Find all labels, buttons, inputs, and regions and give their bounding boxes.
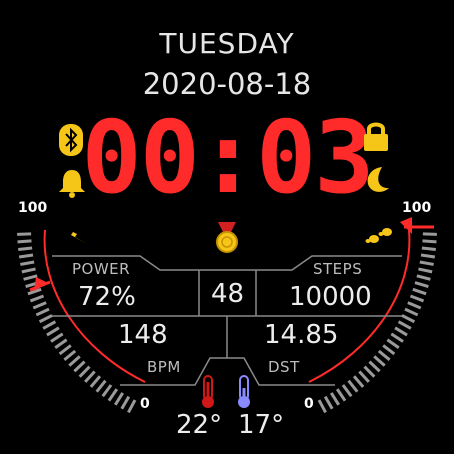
gauge-tick (373, 355, 386, 367)
gauge-tick (54, 338, 68, 349)
power-value[interactable]: 72% (78, 282, 136, 312)
gauge-tick (418, 267, 433, 274)
gauge-tick (347, 379, 359, 393)
gauge-tick (38, 314, 53, 324)
day-of-week: TUESDAY (159, 27, 295, 60)
gauge-tick (73, 360, 86, 373)
gauge-tick (404, 307, 419, 317)
thermometer-cold-icon (238, 375, 250, 408)
gauge-tick (317, 399, 327, 414)
gauge-tick (84, 370, 96, 383)
dst-label: DST (268, 358, 300, 376)
gauge-tick (35, 307, 50, 317)
gauge-tick (401, 314, 416, 324)
gauge-tick (68, 355, 81, 367)
gauge-tick (363, 365, 376, 378)
gauge-tick (352, 375, 365, 388)
steps-value[interactable]: 10000 (289, 282, 372, 312)
gauge-tick (18, 246, 33, 251)
gauge-tick (95, 379, 107, 393)
distance-value[interactable]: 14.85 (264, 320, 339, 350)
gauge-tick (17, 239, 32, 244)
gauge-tick (29, 294, 45, 303)
footsteps-icon (365, 228, 392, 243)
gauge-tick (23, 274, 38, 281)
gauge-tick (394, 326, 408, 337)
gauge-tick (341, 384, 353, 398)
right-gauge-min: 0 (304, 396, 314, 412)
power-label: POWER (72, 260, 131, 278)
gauge-tick (368, 360, 381, 373)
gauge-tick (323, 395, 334, 410)
gauge-tick (78, 365, 91, 378)
temperature-high: 22° (176, 410, 223, 440)
gauge-tick (89, 375, 102, 388)
gauge-tick (127, 399, 137, 414)
gauge-tick (107, 388, 119, 402)
gauge-tick (27, 287, 42, 296)
left-gauge-max: 100 (18, 200, 48, 216)
gauge-tick (419, 260, 434, 266)
gauge-tick (50, 332, 64, 343)
gauge-tick (420, 253, 436, 259)
medal-icon (216, 222, 238, 253)
right-gauge-max: 100 (402, 200, 432, 216)
time-display: 00:03 (81, 99, 374, 216)
data-frame (52, 255, 402, 386)
gauge-tick (382, 344, 396, 356)
gauge-tick (114, 392, 125, 406)
moon-icon[interactable] (362, 164, 394, 196)
right-gauge (317, 232, 437, 414)
gauge-tick (409, 294, 425, 303)
gauge-tick (358, 370, 370, 383)
gauge-tick (407, 301, 422, 310)
date: 2020-08-18 (142, 67, 312, 101)
gauge-tick (21, 267, 36, 274)
gauge-tick (46, 326, 60, 337)
gauge-tick (63, 349, 77, 362)
lightning-icon (61, 226, 87, 244)
lock-icon[interactable] (362, 120, 390, 152)
left-gauge-min: 0 (140, 396, 150, 412)
gauge-tick (397, 320, 412, 330)
gauge-tick (20, 260, 35, 266)
gauge-tick (416, 274, 431, 281)
thermometer-hot-icon (202, 375, 214, 408)
center-value[interactable]: 48 (210, 279, 245, 309)
heart-rate-value[interactable]: 148 (118, 320, 168, 350)
gauge-tick (390, 332, 404, 343)
gauge-tick (58, 344, 72, 356)
gauge-tick (377, 349, 391, 362)
gauge-tick (412, 287, 427, 296)
gauge-tick (414, 281, 429, 289)
bell-icon[interactable] (57, 168, 87, 198)
gauge-tick (329, 392, 340, 406)
gauge-tick (335, 388, 347, 402)
bpm-label: BPM (147, 358, 181, 376)
gauge-tick (32, 301, 47, 310)
gauge-tick (101, 384, 113, 398)
gauge-tick (386, 338, 400, 349)
gauge-tick (18, 253, 34, 259)
gauge-tick (421, 246, 436, 251)
gauge-tick (120, 395, 131, 410)
left-gauge (17, 232, 137, 414)
bluetooth-icon[interactable] (59, 124, 83, 156)
gauge-tick (422, 239, 437, 244)
steps-label: STEPS (313, 260, 363, 278)
gauge-tick (42, 320, 57, 330)
temperature-low: 17° (238, 410, 285, 440)
